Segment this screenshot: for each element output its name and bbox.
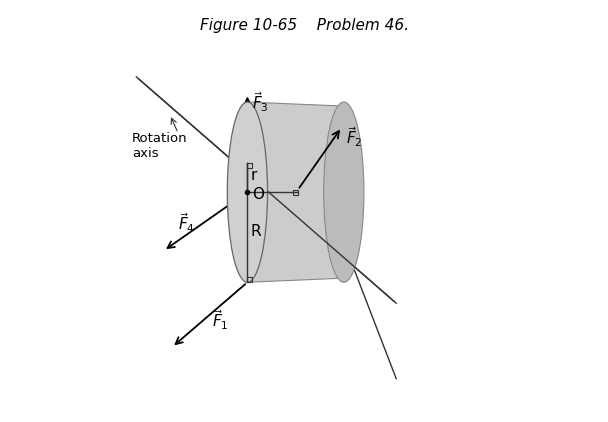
Ellipse shape (227, 102, 268, 282)
Text: $\vec{F}_1$: $\vec{F}_1$ (212, 308, 229, 332)
Text: R: R (250, 225, 261, 239)
Text: r: r (250, 168, 257, 184)
Text: $\vec{F}_3$: $\vec{F}_3$ (252, 90, 269, 114)
Text: $\vec{F}_2$: $\vec{F}_2$ (346, 126, 362, 149)
Text: $\vec{F}_4$: $\vec{F}_4$ (178, 212, 195, 235)
Polygon shape (247, 102, 346, 282)
Text: Figure 10-65    Problem 46.: Figure 10-65 Problem 46. (199, 18, 409, 33)
Text: O: O (252, 187, 264, 202)
Ellipse shape (323, 102, 364, 282)
Text: Rotation
axis: Rotation axis (132, 132, 188, 160)
